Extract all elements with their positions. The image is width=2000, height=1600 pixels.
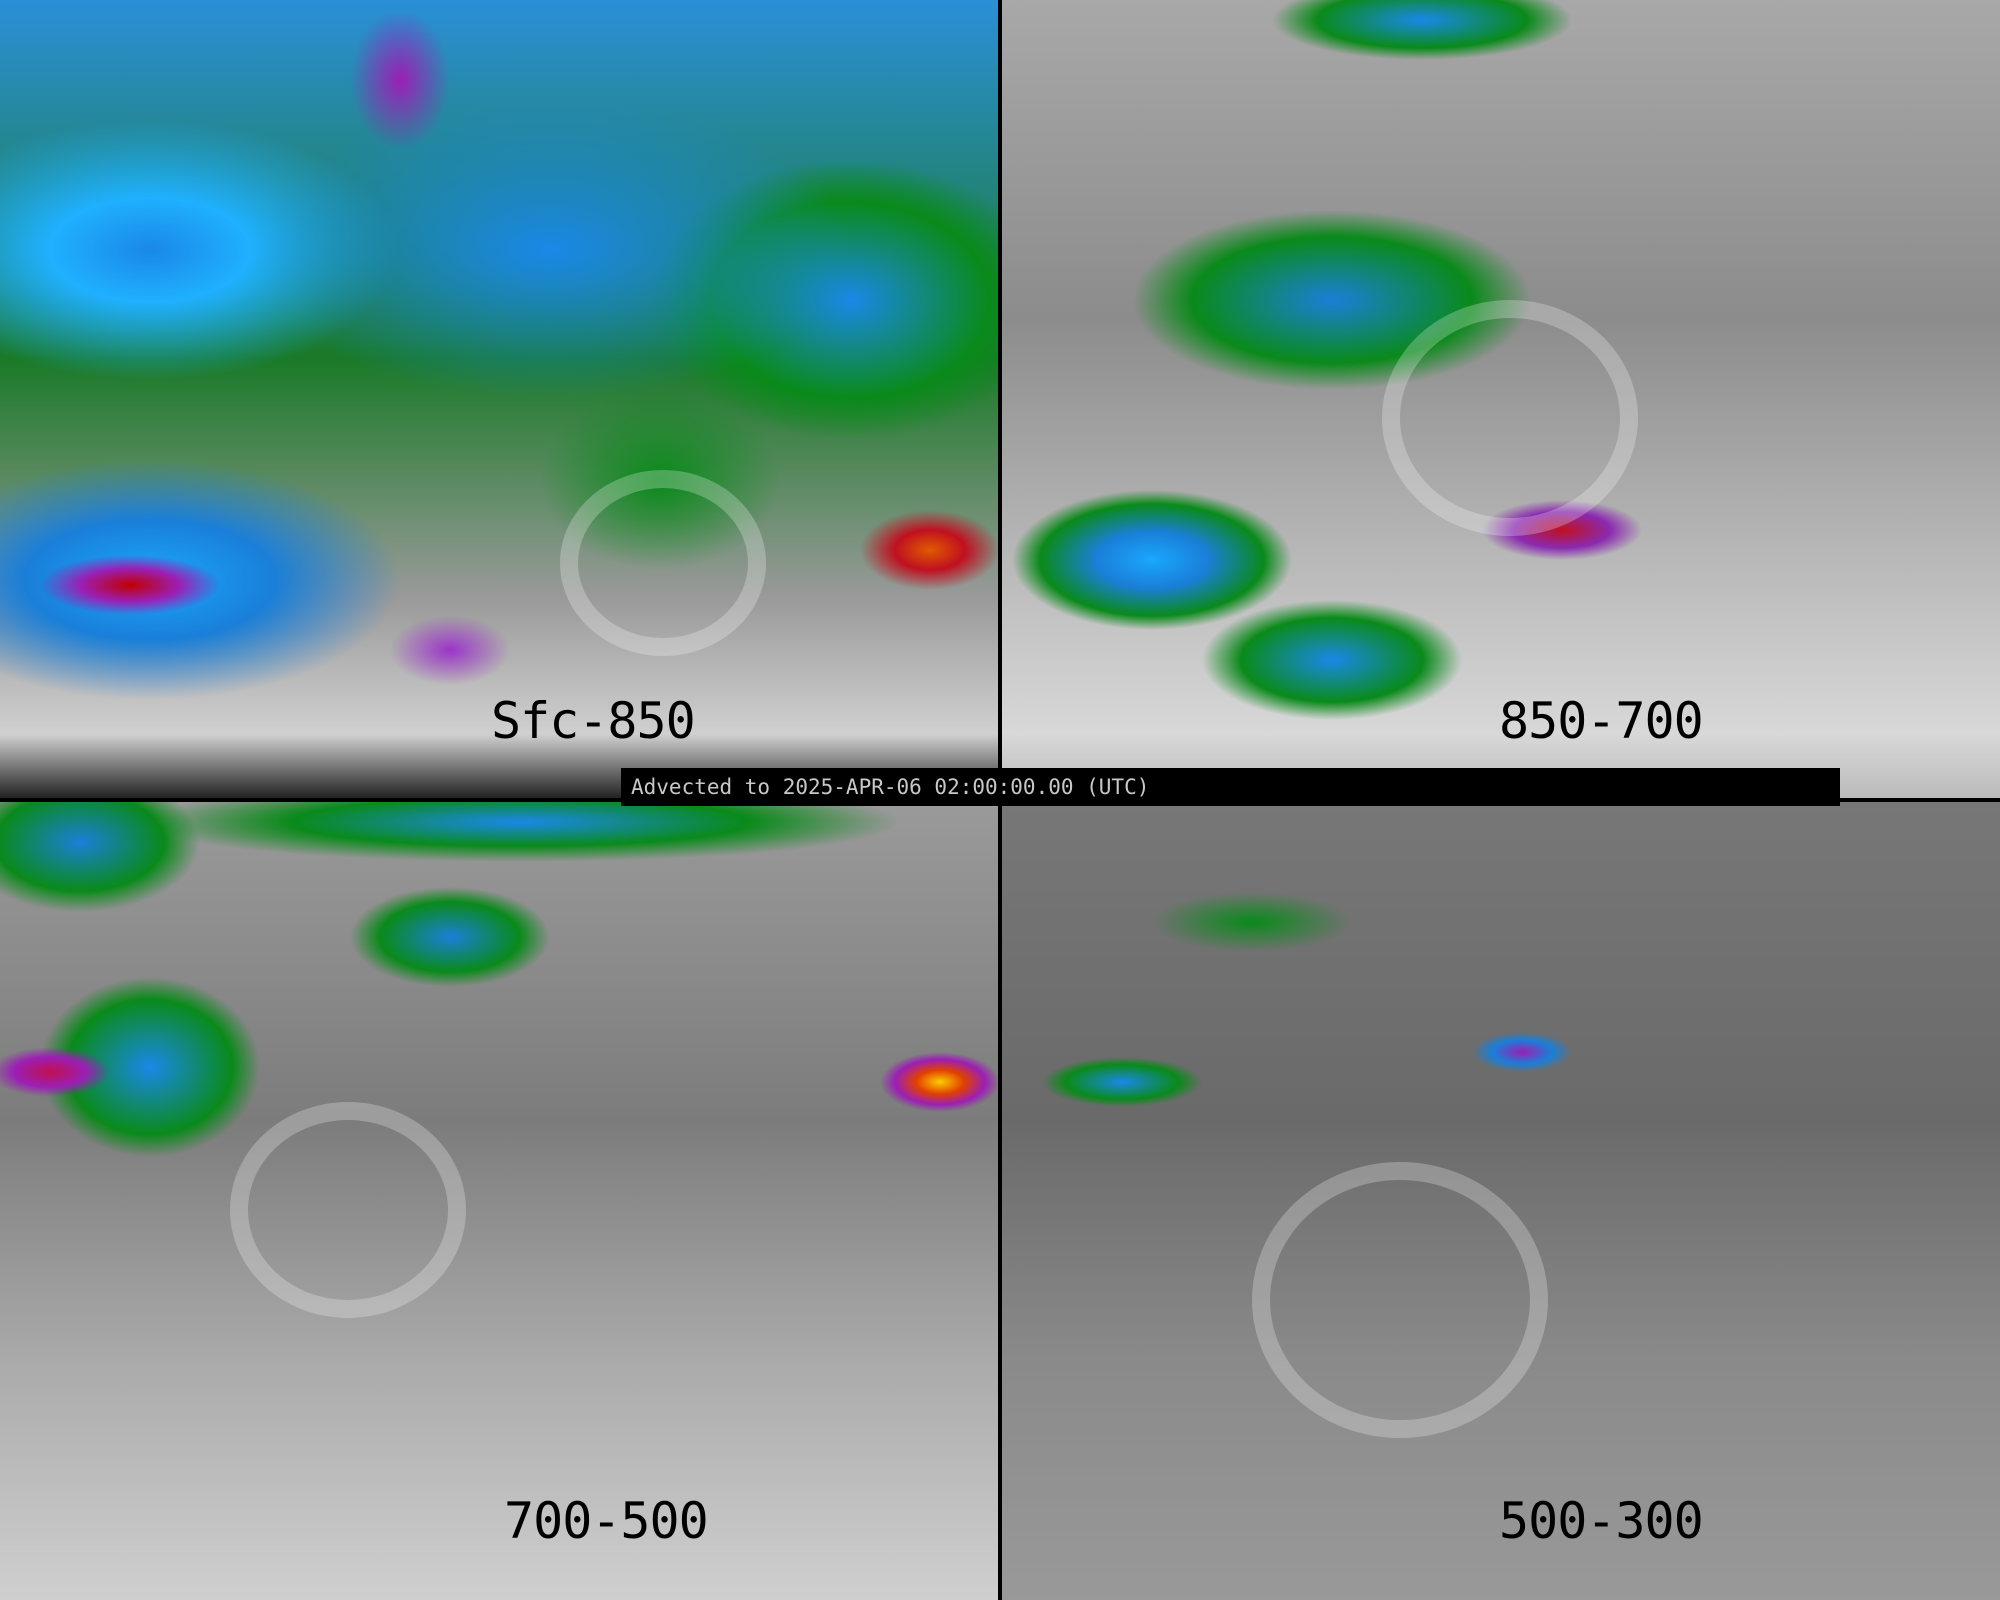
layer-label-850-700: 850-700: [1499, 692, 1704, 750]
map-panel-850-700: 850-700: [1002, 0, 2000, 798]
layer-label-700-500: 700-500: [504, 1492, 709, 1550]
layer-label-500-300: 500-300: [1499, 1492, 1704, 1550]
cyclone-swirl: [1382, 300, 1638, 536]
cyclone-swirl: [230, 1102, 466, 1318]
map-panel-500-300: 500-300: [1002, 802, 2000, 1600]
cyclone-swirl: [560, 470, 766, 656]
cyclone-swirl: [1252, 1162, 1548, 1438]
layer-label-sfc-850: Sfc-850: [491, 692, 696, 750]
advection-time-banner: Advected to 2025-APR-06 02:00:00.00 (UTC…: [621, 768, 1840, 806]
map-panel-sfc-850: Sfc-850: [0, 0, 998, 798]
map-panel-700-500: 700-500: [0, 802, 998, 1600]
